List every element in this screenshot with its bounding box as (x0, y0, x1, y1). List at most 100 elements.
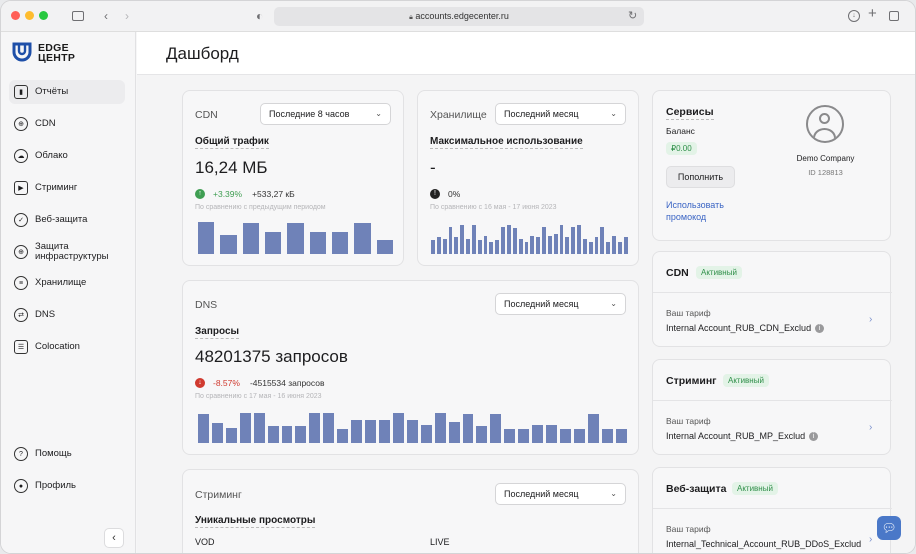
info-icon: ! (430, 189, 440, 199)
sidebar-item-label: Веб-защита (35, 214, 88, 225)
chart-bar (264, 232, 282, 254)
brand-line-1: EDGE (38, 42, 69, 54)
chart-bar (512, 228, 517, 254)
chart-bar (220, 235, 237, 254)
chart-bar (553, 234, 558, 254)
brand-logo[interactable]: EDGE ЦЕНТР (12, 42, 75, 65)
metric-label: Общий трафик (195, 136, 269, 149)
arrow-up-icon: ↑ (195, 189, 205, 199)
sidebar-item-streaming[interactable]: ▶ Стриминг (9, 176, 125, 200)
trend-row: ↓ -8.57% -4515534 запросов (195, 378, 325, 388)
sidebar-item-reports[interactable]: ▮ Отчёты (9, 80, 125, 104)
promo-link[interactable]: Использовать промокод (666, 200, 724, 222)
chart-bar (337, 429, 349, 443)
chart-bar (489, 242, 494, 254)
plan-card-cdn[interactable]: CDN Активный Ваш тариф Internal Account_… (652, 251, 892, 347)
page-header: Дашборд (137, 32, 915, 75)
collapse-sidebar-button[interactable]: ‹ (104, 528, 124, 548)
chevron-right-icon[interactable]: › (869, 314, 873, 325)
forward-icon[interactable]: › (125, 9, 129, 23)
close-window-button[interactable] (11, 11, 20, 20)
plan-title: CDN (666, 267, 689, 279)
chart-bar (542, 227, 546, 254)
cdn-period-select[interactable]: Последние 8 часов ⌄ (260, 103, 391, 125)
reload-icon[interactable]: ↻ (628, 10, 638, 22)
sidebar-item-label: Облако (35, 150, 68, 161)
chevron-right-icon[interactable]: › (869, 534, 873, 545)
trend-percent: 0% (448, 189, 461, 199)
chart-bar (547, 236, 552, 254)
brand-name: EDGE ЦЕНТР (38, 42, 98, 64)
dns-period-select[interactable]: Последний месяц ⌄ (495, 293, 626, 315)
support-chat-button[interactable]: 💬︎ (877, 516, 901, 540)
services-title: Сервисы (666, 106, 714, 120)
sidebar-item-infra-protection[interactable]: ⊕ Защита инфраструктуры (9, 239, 125, 265)
chart-bar (365, 420, 376, 443)
chart-bar (577, 225, 581, 254)
user-icon: ● (14, 479, 28, 493)
sidebar-item-storage[interactable]: ≡ Хранилище (9, 271, 125, 295)
chart-bar (559, 225, 564, 254)
plan-card-streaming[interactable]: Стриминг Активный Ваш тариф Internal Acc… (652, 359, 892, 455)
brand-line-2: ЦЕНТР (38, 52, 76, 64)
back-icon[interactable]: ‹ (104, 9, 108, 23)
chart-bar (606, 242, 611, 254)
new-tab-icon[interactable]: + (868, 5, 877, 22)
tabs-overview-icon[interactable] (889, 11, 899, 21)
tariff-name: Internal_Technical_Account_RUB_DDoS_Excl… (666, 539, 861, 549)
divider (653, 400, 892, 401)
select-value: Последний месяц (504, 109, 579, 119)
chart-bar (518, 239, 523, 254)
chart-bar (600, 227, 605, 254)
download-icon[interactable]: ↓ (848, 10, 860, 22)
chart-bar (331, 232, 349, 254)
metric-value: 16,24 МБ (195, 158, 268, 177)
sidebar-item-help[interactable]: ? Помощь (9, 442, 125, 466)
address-bar[interactable]: 🔒︎ accounts.edgecenter.ru (274, 7, 644, 26)
chart-bar (295, 426, 307, 443)
topup-button[interactable]: Пополнить (666, 166, 735, 188)
divider (653, 508, 892, 509)
dns-icon: ⇄ (14, 308, 28, 322)
chart-bar (309, 413, 321, 443)
chart-bar (242, 223, 259, 254)
sidebar-toggle-icon[interactable] (72, 11, 84, 21)
sidebar-item-web-protection[interactable]: ✓ Веб-защита (9, 208, 125, 232)
plan-card-web-protection[interactable]: Веб-защита Активный Ваш тариф Internal_T… (652, 467, 892, 553)
chart-bar (518, 429, 530, 443)
streaming-period-select[interactable]: Последний месяц ⌄ (495, 483, 626, 505)
chevron-right-icon[interactable]: › (869, 422, 873, 433)
company-id: ID 128813 (808, 168, 843, 177)
sidebar-item-cloud[interactable]: ☁︎ Облако (9, 144, 125, 168)
minimize-window-button[interactable] (25, 11, 34, 20)
chart-bar (546, 425, 557, 443)
metric-value: 48201375 запросов (195, 347, 348, 366)
globe-icon: ⊕ (14, 117, 28, 131)
chart-bar (454, 237, 459, 254)
avatar (806, 105, 844, 143)
sidebar-item-cdn[interactable]: ⊕ CDN (9, 112, 125, 136)
chart-bar (406, 420, 418, 443)
sidebar-item-dns[interactable]: ⇄ DNS (9, 303, 125, 327)
info-icon[interactable]: i (815, 324, 825, 334)
compare-note: По сравнению с 17 мая - 16 июня 2023 (195, 393, 322, 400)
chart-bar (536, 237, 541, 254)
chevron-left-icon: ‹ (112, 532, 116, 544)
chart-bar (436, 237, 441, 254)
sidebar-item-colocation[interactable]: ☰ Colocation (9, 335, 125, 359)
shield-privacy-icon[interactable]: ◐ (256, 9, 264, 23)
server-icon: ☰ (14, 340, 28, 354)
chart-icon: ▮ (14, 85, 28, 99)
maximize-window-button[interactable] (39, 11, 48, 20)
chart-bar (615, 429, 627, 443)
trend-row: ! 0% (430, 189, 460, 199)
chart-bar (588, 242, 593, 254)
metric-label: Запросы (195, 326, 240, 339)
storage-period-select[interactable]: Последний месяц ⌄ (495, 103, 626, 125)
compare-note: По сравнению с предыдущим периодом (195, 204, 326, 211)
chart-bar (466, 239, 470, 254)
info-icon[interactable]: i (809, 432, 819, 442)
tariff-value: Internal Account_RUB_CDN_Exclud (666, 323, 812, 333)
sidebar-item-profile[interactable]: ● Профиль (9, 474, 125, 498)
chart-bar (587, 414, 599, 443)
